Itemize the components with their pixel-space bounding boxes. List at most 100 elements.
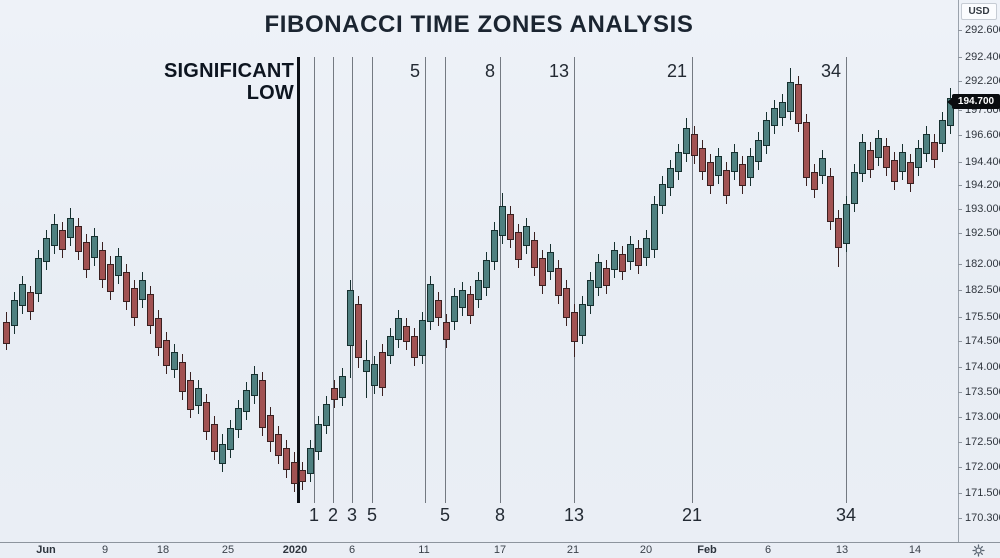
time-axis-label: 21 [566,544,580,556]
candle-body [330,388,338,400]
candle-body [18,284,26,306]
time-axis-label: 17 [493,544,507,556]
candle-body [234,408,242,430]
candle-body [706,162,714,186]
candle-body [530,240,538,268]
candle-body [554,268,562,296]
fib-zone-number-bottom: 1 [308,505,319,525]
price-axis-border [958,0,959,543]
price-tag-notch-icon [947,97,952,106]
candle-body [386,336,394,356]
time-axis-label: Feb [697,544,717,556]
candle-body [218,444,226,464]
time-axis-border [0,542,1000,543]
candle-body [754,140,762,162]
price-axis-label: 292.200 [965,75,1000,87]
price-axis-label: 173.500 [965,386,1000,398]
price-axis-tick [958,57,962,58]
fib-zone-number-bottom: 3 [346,505,357,525]
time-axis-label: 2020 [282,544,308,556]
price-axis-label: 292.600 [965,24,1000,36]
chart-plot-area[interactable]: FIBONACCI TIME ZONES ANALYSIS SIGNIFICAN… [0,0,958,542]
candle-body [674,152,682,172]
candle-body [10,300,18,326]
price-axis-label: 292.400 [965,51,1000,63]
settings-gear-icon[interactable] [972,544,985,557]
fib-timezone-line [425,57,426,503]
candle-body [202,402,210,432]
candle-body [658,184,666,206]
candle-body [458,290,466,308]
fib-zone-number-top: 21 [666,61,687,81]
candle-body [162,340,170,366]
price-axis-tick [958,290,962,291]
price-axis-tick [958,162,962,163]
time-axis[interactable]: Jun 9 18 25 2020 6 11 17 21 20 Feb 6 13 14 [0,543,1000,558]
significant-low-annotation: SIGNIFICANT LOW [114,60,294,104]
fib-zone-number-bottom: 13 [563,505,585,525]
candle-body [810,172,818,190]
candle-body [362,360,370,372]
time-axis-label: 14 [908,544,922,556]
fib-zone-number-bottom: 34 [835,505,857,525]
candle-body [874,138,882,158]
candle-body [618,254,626,272]
candle-body [170,352,178,370]
candle-body [506,214,514,240]
candle-body [338,376,346,398]
candle-body [898,152,906,172]
candle-body [882,146,890,168]
price-axis-tick [958,81,962,82]
price-axis-tick [958,493,962,494]
fib-timezone-line [333,57,334,503]
time-axis-label: 6 [348,544,356,556]
fib-timezone-line [372,57,373,503]
fib-timezone-line [574,57,575,503]
candle-body [850,172,858,204]
candle-body [498,206,506,236]
candle-body [66,218,74,238]
candle-body [58,230,66,250]
candle-body [282,448,290,470]
candle-body [786,82,794,112]
price-axis-label: 174.000 [965,361,1000,373]
fib-timezone-line [692,57,693,503]
candle-body [594,262,602,288]
candle-body [570,312,578,342]
candle-body [842,204,850,244]
price-axis[interactable]: USD 194.700 292.600292.400292.200197.600… [947,0,1000,542]
price-axis-tick [958,417,962,418]
candle-body [834,218,842,248]
fib-timezone-line [445,57,446,503]
price-axis-tick [958,233,962,234]
candle-body [906,162,914,184]
candle-body [178,362,186,392]
candle-body [650,204,658,250]
candle-body [346,290,354,346]
fib-zone-number-bottom: 2 [327,505,338,525]
candle-body [738,164,746,186]
candle-body [378,352,386,388]
time-axis-label: 13 [835,544,849,556]
candle-body [514,232,522,260]
price-axis-label: 196.600 [965,129,1000,141]
time-axis-label: 18 [156,544,170,556]
price-axis-tick [958,518,962,519]
candle-body [138,280,146,300]
fib-timezone-line [846,57,847,503]
candle-body [34,258,42,294]
candle-body [890,160,898,182]
candle-body [298,470,306,482]
price-axis-label: 182.500 [965,284,1000,296]
candle-body [626,244,634,262]
fib-zone-number-top: 5 [409,61,420,81]
candle-body [410,336,418,358]
candle-body [394,318,402,340]
price-axis-tick [958,264,962,265]
candle-body [490,230,498,262]
candle-body [666,168,674,188]
price-axis-label: 171.500 [965,487,1000,499]
candle-body [866,150,874,170]
candle-body [802,122,810,178]
price-axis-tick [958,341,962,342]
